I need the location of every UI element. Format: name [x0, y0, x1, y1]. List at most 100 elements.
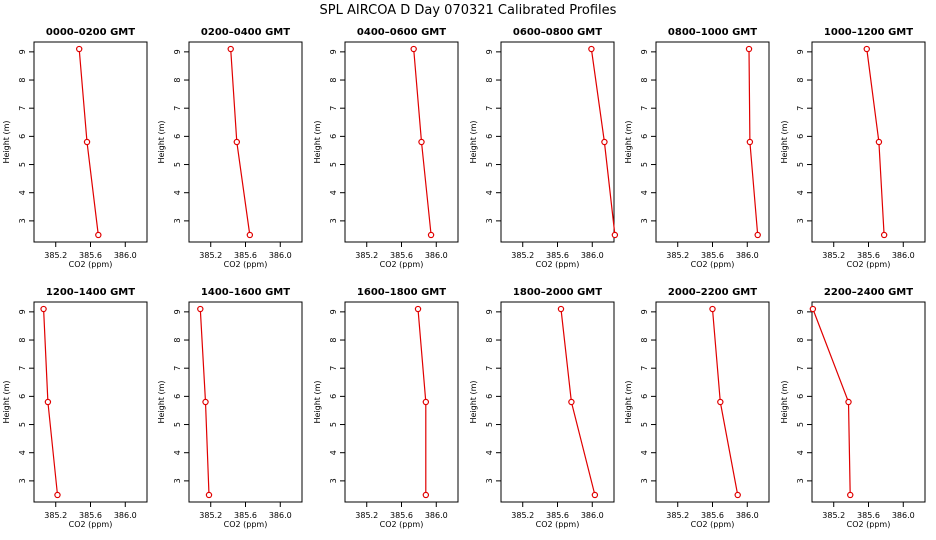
plot-frame	[500, 41, 615, 243]
x-axis-label: CO2 (ppm)	[224, 520, 268, 529]
plot-frame	[655, 301, 770, 503]
data-point	[588, 45, 595, 53]
data-point	[233, 138, 241, 146]
x-tick-label: 386.0	[581, 511, 604, 520]
x-tick-label: 385.2	[511, 251, 534, 260]
y-tick-label: 8	[640, 77, 649, 82]
x-tick-label: 385.2	[44, 511, 67, 520]
data-point	[809, 305, 817, 313]
x-tick-label: 385.6	[79, 511, 102, 520]
data-point	[422, 491, 430, 499]
panel-title: 1400–1600 GMT	[201, 287, 290, 298]
x-tick-label: 386.0	[892, 251, 915, 260]
x-tick-label: 386.0	[736, 511, 759, 520]
y-tick-label: 3	[485, 218, 494, 223]
y-tick-label: 4	[18, 450, 27, 455]
x-tick-label: 386.0	[114, 251, 137, 260]
y-tick-label: 7	[640, 106, 649, 111]
x-axis-label: CO2 (ppm)	[691, 520, 735, 529]
y-tick-label: 5	[18, 422, 27, 427]
chart-panel: 0000–0200 GMT 385.2 385.6 386.0 3 4 5 6 7 8 9 CO2 (…	[2, 27, 148, 269]
x-tick-label: 385.6	[390, 511, 413, 520]
y-tick-label: 4	[485, 190, 494, 195]
data-point	[205, 491, 213, 499]
y-tick-label: 5	[329, 162, 338, 167]
y-tick-label: 8	[485, 337, 494, 342]
y-tick-label: 4	[640, 450, 649, 455]
x-tick-label: 385.2	[822, 511, 845, 520]
x-tick-label: 385.2	[666, 251, 689, 260]
data-point	[845, 398, 852, 406]
x-tick-label: 385.2	[511, 511, 534, 520]
y-tick-label: 5	[18, 162, 27, 167]
y-tick-label: 3	[640, 478, 649, 483]
x-tick-label: 385.6	[701, 511, 724, 520]
panel-title: 1800–2000 GMT	[513, 287, 602, 298]
y-tick-label: 4	[329, 190, 338, 195]
profile-line	[230, 48, 251, 236]
y-tick-label: 9	[485, 49, 494, 54]
y-tick-label: 8	[796, 337, 805, 342]
y-tick-label: 5	[485, 162, 494, 167]
y-tick-label: 8	[18, 77, 27, 82]
data-point	[745, 45, 753, 53]
y-tick-label: 9	[796, 309, 805, 314]
data-point	[422, 398, 430, 406]
chart-panel: 1600–1800 GMT 385.2 385.6 386.0 3 4 5 6 7 8 9 CO2 (…	[313, 287, 459, 529]
y-tick-label: 3	[329, 478, 338, 483]
data-point	[754, 231, 761, 239]
x-tick-label: 385.2	[355, 251, 378, 260]
x-tick-label: 385.6	[79, 251, 102, 260]
data-point	[54, 491, 61, 499]
y-axis-label: Height (m)	[2, 380, 11, 423]
y-tick-label: 7	[173, 366, 182, 371]
y-tick-label: 9	[796, 49, 805, 54]
x-tick-label: 385.6	[234, 251, 257, 260]
x-tick-label: 385.2	[355, 511, 378, 520]
y-tick-label: 3	[640, 218, 649, 223]
data-point	[197, 305, 204, 313]
y-tick-label: 9	[640, 49, 649, 54]
data-point	[418, 138, 425, 146]
y-tick-label: 9	[18, 309, 27, 314]
panel-title: 0800–1000 GMT	[668, 27, 757, 38]
y-tick-label: 6	[173, 134, 182, 139]
y-tick-label: 9	[173, 309, 182, 314]
data-point	[601, 138, 608, 146]
chart-panel: 0200–0400 GMT 385.2 385.6 386.0 3 4 5 6 7 8 9 CO2 (…	[157, 27, 303, 269]
x-axis-label: CO2 (ppm)	[69, 260, 113, 269]
y-tick-label: 3	[329, 218, 338, 223]
x-tick-label: 386.0	[892, 511, 915, 520]
y-axis-label: Height (m)	[780, 120, 789, 163]
plot-frame	[811, 301, 926, 503]
data-point	[880, 231, 888, 239]
data-point	[709, 305, 716, 313]
data-point	[717, 398, 724, 406]
y-tick-label: 3	[796, 218, 805, 223]
x-tick-label: 386.0	[736, 251, 759, 260]
y-tick-label: 7	[18, 366, 27, 371]
x-tick-label: 386.0	[269, 511, 292, 520]
y-tick-label: 8	[173, 77, 182, 82]
y-tick-label: 8	[173, 337, 182, 342]
x-tick-label: 385.2	[44, 251, 67, 260]
x-axis-label: CO2 (ppm)	[380, 260, 424, 269]
data-point	[75, 45, 83, 53]
y-tick-label: 7	[329, 106, 338, 111]
y-tick-label: 7	[796, 366, 805, 371]
x-tick-label: 385.2	[199, 251, 222, 260]
data-point	[746, 138, 754, 146]
profile-line	[812, 308, 851, 496]
y-tick-label: 4	[796, 190, 805, 195]
plot-frame	[344, 301, 459, 503]
y-tick-label: 6	[485, 134, 494, 139]
plot-frame	[344, 41, 459, 243]
y-tick-label: 7	[485, 366, 494, 371]
chart-panel: 1800–2000 GMT 385.2 385.6 386.0 3 4 5 6 7 8 9 CO2 (…	[469, 287, 615, 529]
y-tick-label: 8	[485, 77, 494, 82]
data-point	[847, 491, 854, 499]
y-tick-label: 5	[796, 422, 805, 427]
data-point	[734, 491, 741, 499]
y-tick-label: 8	[796, 77, 805, 82]
chart-panel: 2000–2200 GMT 385.2 385.6 386.0 3 4 5 6 7 8 9 CO2 (…	[624, 287, 770, 529]
